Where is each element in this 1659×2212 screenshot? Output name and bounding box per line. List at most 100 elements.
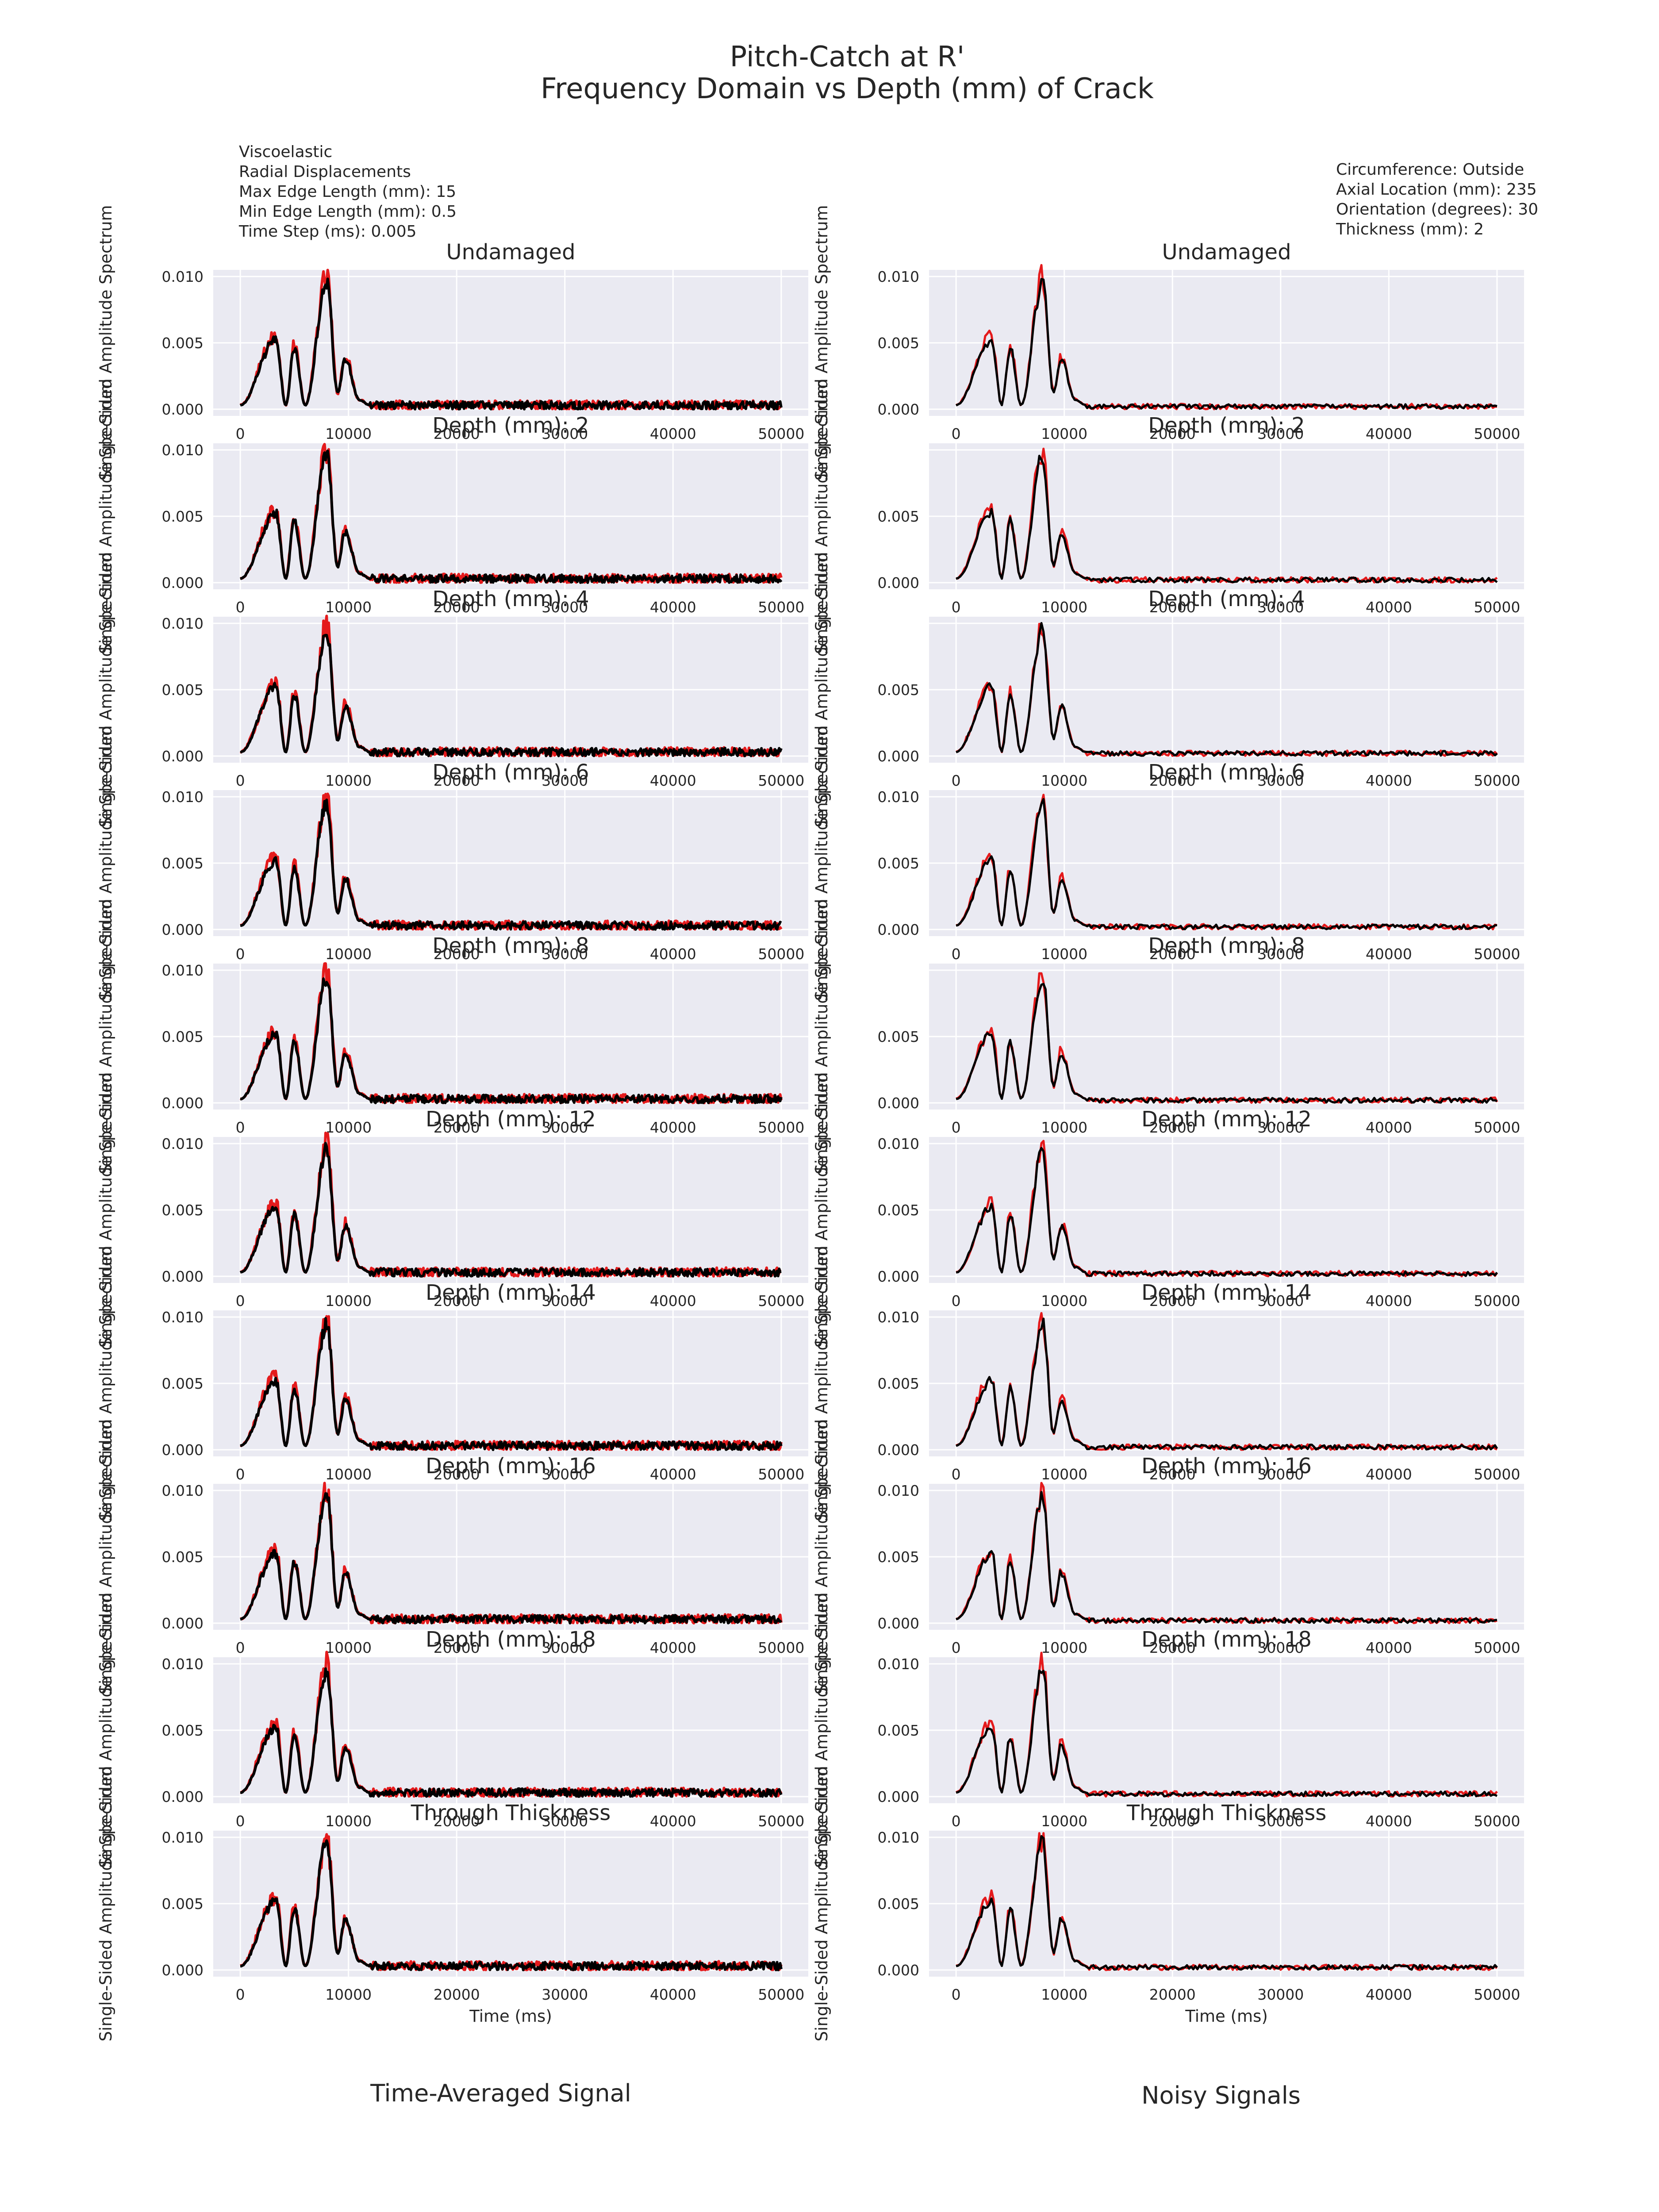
y-tick-label: 0.010 bbox=[878, 788, 919, 806]
y-tick-label: 0.005 bbox=[162, 1895, 204, 1912]
y-axis-label: Single-Sided Amplitude Spectrum bbox=[812, 205, 831, 480]
series-black-line bbox=[240, 1667, 783, 1798]
x-tick-label: 50000 bbox=[758, 1639, 804, 1656]
y-tick-label: 0.010 bbox=[162, 1655, 204, 1673]
y-axis-label: Single-Sided Amplitude Spectrum bbox=[96, 552, 115, 827]
y-axis-label: Single-Sided Amplitude Spectrum bbox=[96, 1419, 115, 1694]
x-tick-label: 40000 bbox=[1366, 1639, 1412, 1656]
subplot-noisy-4: 0 10000 20000 30000 40000 50000 0.000 0.005 Dept… bbox=[812, 899, 1524, 1175]
subplot-time-averaged-4: 0 10000 20000 30000 40000 50000 0.000 0.005 0.01… bbox=[96, 899, 808, 1175]
info-right-line: Axial Location (mm): 235 bbox=[1336, 180, 1537, 199]
panel-title: Depth (mm): 14 bbox=[1141, 1280, 1312, 1305]
x-tick-label: 20000 bbox=[434, 945, 480, 963]
x-tick-label: 30000 bbox=[1257, 772, 1304, 789]
y-axis-label: Single-Sided Amplitude Spectrum bbox=[812, 1419, 831, 1694]
subplot-noisy-9: 0 10000 20000 30000 40000 50000 0.000 0.005 0.01… bbox=[812, 1766, 1524, 2042]
x-tick-label: 40000 bbox=[650, 1119, 696, 1136]
x-tick-label: 20000 bbox=[1149, 1466, 1196, 1483]
x-tick-label: 20000 bbox=[434, 772, 480, 789]
x-tick-label: 30000 bbox=[1257, 1119, 1304, 1136]
series-black-line bbox=[956, 1317, 1498, 1451]
x-tick-label: 40000 bbox=[1366, 425, 1412, 442]
subplot-time-averaged-5: 0 10000 20000 30000 40000 50000 0.000 0.005 0.01… bbox=[96, 1072, 808, 1348]
subplot-grid: 0 10000 20000 30000 40000 50000 0.000 0.005 0.01… bbox=[96, 205, 1524, 2042]
x-tick-label: 50000 bbox=[758, 1292, 804, 1310]
info-left-line: Min Edge Length (mm): 0.5 bbox=[239, 203, 457, 221]
y-tick-label: 0.000 bbox=[162, 1615, 204, 1632]
y-tick-label: 0.005 bbox=[162, 1375, 204, 1392]
x-tick-label: 0 bbox=[952, 1119, 961, 1136]
x-tick-label: 20000 bbox=[1149, 425, 1196, 442]
subplot-time-averaged-7: 0 10000 20000 30000 40000 50000 0.000 0.005 0.01… bbox=[96, 1419, 808, 1695]
series-black-line bbox=[956, 1835, 1498, 1971]
panel-title: Depth (mm): 6 bbox=[432, 760, 589, 785]
x-tick-label: 40000 bbox=[650, 1813, 696, 1830]
panel-title: Depth (mm): 16 bbox=[426, 1454, 596, 1479]
x-tick-label: 10000 bbox=[325, 1639, 372, 1656]
subplot-noisy-7: 0 10000 20000 30000 40000 50000 0.000 0.005 0.01… bbox=[812, 1419, 1524, 1695]
x-tick-label: 10000 bbox=[325, 1813, 372, 1830]
x-tick-label: 30000 bbox=[1257, 1292, 1304, 1310]
x-tick-label: 30000 bbox=[1257, 1639, 1304, 1656]
x-tick-label: 0 bbox=[952, 1466, 961, 1483]
suptitle-line1: Pitch-Catch at R' bbox=[730, 41, 965, 73]
x-tick-label: 20000 bbox=[434, 1466, 480, 1483]
y-tick-label: 0.000 bbox=[162, 574, 204, 591]
x-tick-label: 50000 bbox=[1474, 1986, 1520, 2003]
x-tick-label: 50000 bbox=[758, 1466, 804, 1483]
x-tick-label: 40000 bbox=[650, 1466, 696, 1483]
y-tick-label: 0.005 bbox=[162, 855, 204, 872]
x-tick-label: 30000 bbox=[541, 1119, 588, 1136]
y-tick-label: 0.005 bbox=[162, 508, 204, 525]
y-tick-label: 0.000 bbox=[162, 401, 204, 418]
y-tick-label: 0.000 bbox=[878, 401, 919, 418]
x-tick-label: 10000 bbox=[1041, 1292, 1087, 1310]
x-tick-label: 50000 bbox=[758, 425, 804, 442]
x-tick-label: 40000 bbox=[650, 1292, 696, 1310]
x-tick-label: 10000 bbox=[325, 1986, 372, 2003]
x-tick-label: 10000 bbox=[325, 1466, 372, 1483]
x-tick-label: 30000 bbox=[1257, 1986, 1304, 2003]
y-axis-label: Single-Sided Amplitude Spectrum bbox=[812, 552, 831, 827]
x-tick-label: 50000 bbox=[758, 1119, 804, 1136]
x-tick-label: 50000 bbox=[758, 1986, 804, 2003]
info-left-line: Radial Displacements bbox=[239, 163, 411, 181]
info-right-line: Orientation (degrees): 30 bbox=[1336, 200, 1538, 219]
y-axis-label: Single-Sided Amplitude Spectrum bbox=[812, 1766, 831, 2041]
subplot-time-averaged-6: 0 10000 20000 30000 40000 50000 0.000 0.005 0.01… bbox=[96, 1245, 808, 1521]
subplot-noisy-6: 0 10000 20000 30000 40000 50000 0.000 0.005 0.01… bbox=[812, 1245, 1524, 1521]
series-black-line bbox=[956, 278, 1498, 410]
x-tick-label: 30000 bbox=[541, 425, 588, 442]
series-black-line bbox=[956, 798, 1498, 930]
y-tick-label: 0.005 bbox=[878, 1202, 919, 1219]
x-tick-label: 40000 bbox=[1366, 1119, 1412, 1136]
panel-title: Depth (mm): 4 bbox=[432, 587, 589, 611]
subplot-time-averaged-8: 0 10000 20000 30000 40000 50000 0.000 0.005 0.01… bbox=[96, 1592, 808, 1868]
series-black-line bbox=[240, 1839, 783, 1971]
y-axis-label: Single-Sided Amplitude Spectrum bbox=[96, 205, 115, 480]
x-tick-label: 0 bbox=[236, 425, 245, 442]
y-axis-label: Single-Sided Amplitude Spectrum bbox=[96, 725, 115, 1001]
x-tick-label: 40000 bbox=[1366, 945, 1412, 963]
x-tick-label: 40000 bbox=[650, 1986, 696, 2003]
y-tick-label: 0.005 bbox=[878, 1548, 919, 1566]
y-tick-label: 0.000 bbox=[878, 1615, 919, 1632]
x-tick-label: 50000 bbox=[1474, 425, 1520, 442]
x-tick-label: 30000 bbox=[541, 945, 588, 963]
info-left-line: Max Edge Length (mm): 15 bbox=[239, 183, 456, 201]
x-tick-label: 0 bbox=[952, 1813, 961, 1830]
panel-title: Depth (mm): 18 bbox=[1141, 1627, 1312, 1652]
panel-title: Depth (mm): 12 bbox=[426, 1107, 596, 1132]
series-black-line bbox=[239, 1142, 782, 1278]
panel-title: Depth (mm): 18 bbox=[426, 1627, 596, 1652]
y-tick-label: 0.000 bbox=[162, 1962, 204, 1979]
y-tick-label: 0.000 bbox=[878, 574, 919, 591]
panel-title: Depth (mm): 2 bbox=[1148, 413, 1305, 438]
x-tick-label: 0 bbox=[236, 1813, 245, 1830]
y-tick-label: 0.000 bbox=[878, 1962, 919, 1979]
x-tick-label: 10000 bbox=[325, 599, 372, 616]
x-tick-label: 40000 bbox=[1366, 1466, 1412, 1483]
y-tick-label: 0.005 bbox=[162, 1202, 204, 1219]
y-axis-label: Single-Sided Amplitude Spectrum bbox=[96, 1592, 115, 1868]
x-tick-label: 10000 bbox=[1041, 1119, 1087, 1136]
